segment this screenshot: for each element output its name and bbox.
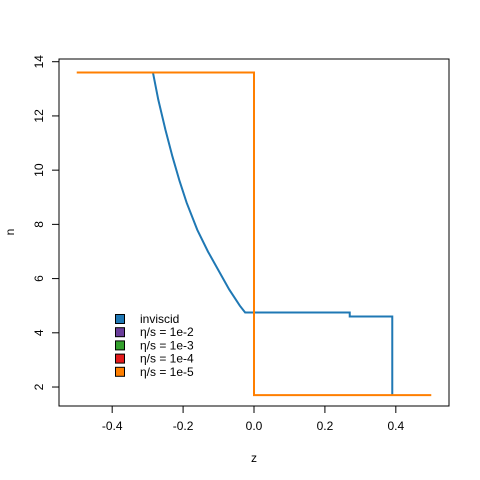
x-axis: -0.4 -0.2 0.0 0.2 0.4 <box>102 405 404 433</box>
y-tick-label: 8 <box>32 221 46 228</box>
legend-label: η/s = 1e-5 <box>140 365 194 379</box>
legend-swatch <box>115 327 125 338</box>
y-tick-label: 6 <box>32 275 46 282</box>
y-tick-label: 10 <box>32 163 46 177</box>
x-tick-label: 0.2 <box>317 419 334 433</box>
x-tick-label: -0.4 <box>102 419 123 433</box>
x-tick-label: 0.0 <box>246 419 263 433</box>
legend-swatch <box>115 366 125 377</box>
legend-label: η/s = 1e-4 <box>140 352 194 366</box>
series-line <box>151 72 394 396</box>
y-tick-label: 12 <box>32 109 46 123</box>
y-tick-label: 4 <box>32 329 46 336</box>
legend-label: η/s = 1e-3 <box>140 338 194 352</box>
series-line <box>76 71 432 397</box>
legend-swatch <box>115 353 125 364</box>
y-tick-label: 2 <box>32 383 46 390</box>
y-axis: 2 4 6 8 10 12 14 <box>32 55 60 390</box>
legend-swatch <box>115 340 125 351</box>
x-axis-title: z <box>251 451 257 465</box>
y-axis-title: n <box>3 229 17 236</box>
series-layer <box>76 71 432 397</box>
x-tick-label: 0.4 <box>387 419 404 433</box>
y-tick-label: 14 <box>32 55 46 69</box>
legend-label: inviscid <box>140 312 179 326</box>
legend-swatch <box>115 314 125 324</box>
x-tick-label: -0.2 <box>173 419 194 433</box>
legend-label: η/s = 1e-2 <box>140 325 194 339</box>
